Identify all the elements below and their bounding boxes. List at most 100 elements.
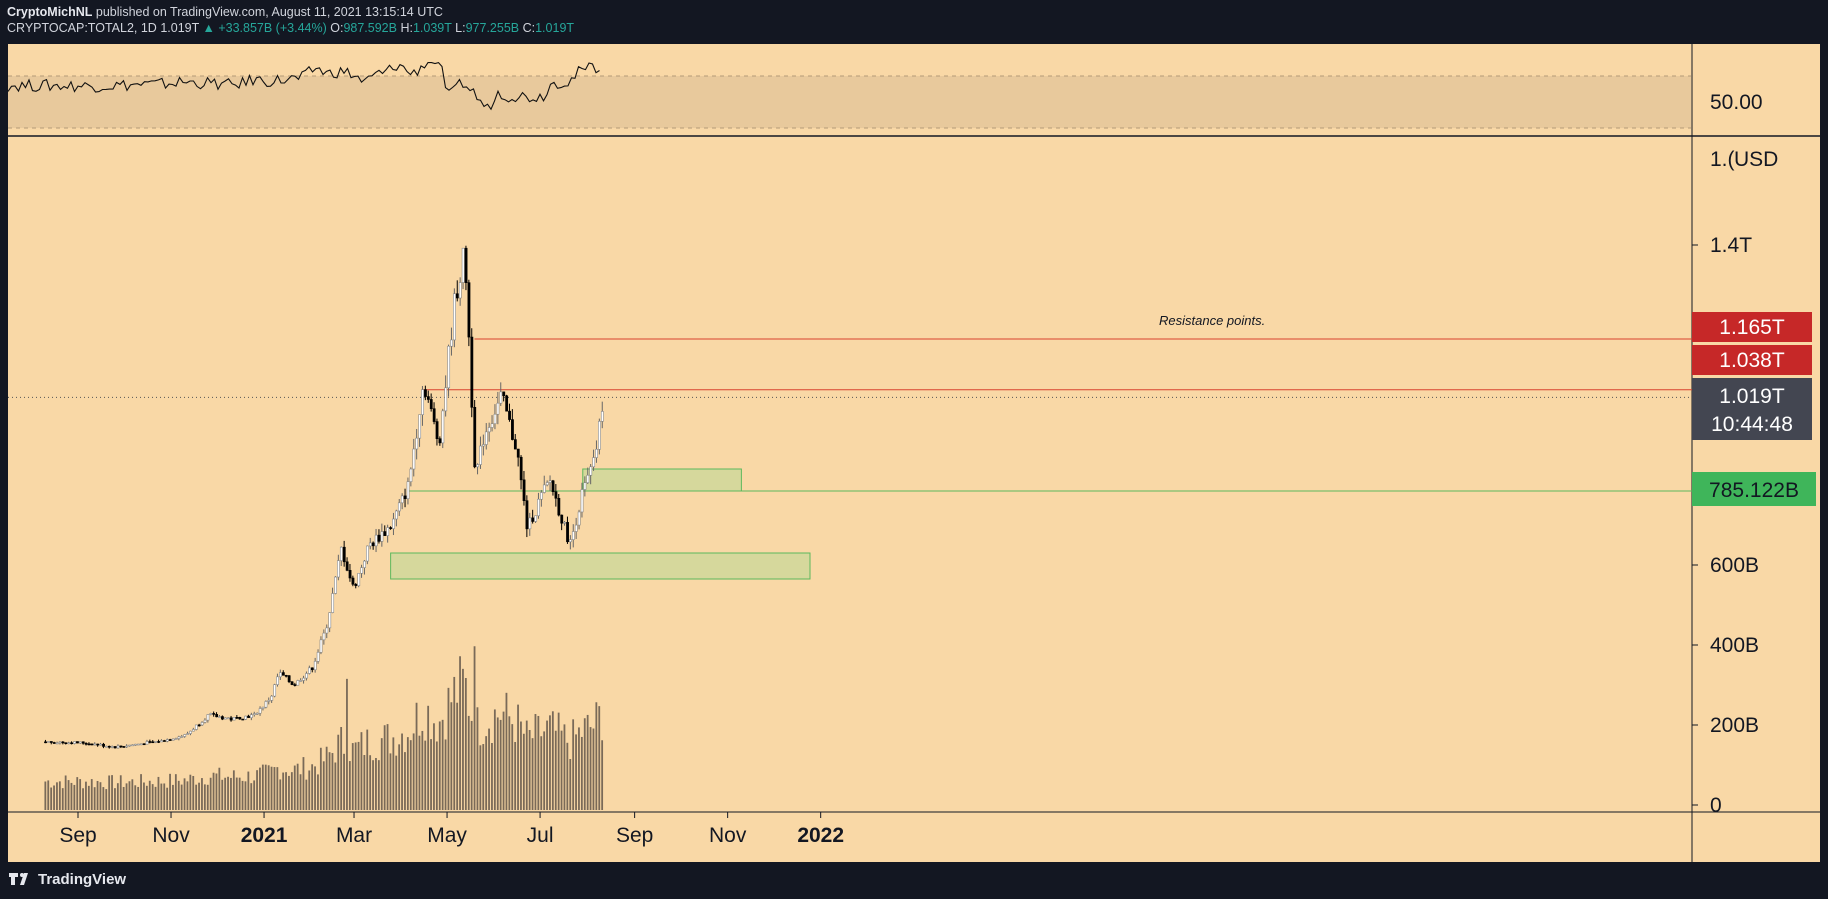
candle-body[interactable] <box>148 741 152 743</box>
candle-body[interactable] <box>221 716 224 720</box>
candle-body[interactable] <box>308 667 311 674</box>
candle-body[interactable] <box>174 738 178 740</box>
candle-body[interactable] <box>296 680 300 686</box>
candle-body[interactable] <box>49 741 53 743</box>
candle-body[interactable] <box>508 410 511 420</box>
candle-body[interactable] <box>371 542 375 547</box>
candle-body[interactable] <box>61 741 65 744</box>
candle-body[interactable] <box>226 717 230 720</box>
candle-body[interactable] <box>580 489 584 513</box>
candle-body[interactable] <box>270 695 274 701</box>
candle-body[interactable] <box>64 742 68 745</box>
candle-body[interactable] <box>302 677 306 681</box>
candle-body[interactable] <box>476 464 480 468</box>
candle-body[interactable] <box>380 531 384 542</box>
candle-body[interactable] <box>157 741 161 743</box>
candle-body[interactable] <box>511 419 514 440</box>
candle-body[interactable] <box>505 395 509 412</box>
candle-body[interactable] <box>392 518 395 529</box>
candle-body[interactable] <box>81 741 85 744</box>
candle-body[interactable] <box>342 546 346 563</box>
candle-body[interactable] <box>177 736 181 739</box>
candle-body[interactable] <box>258 708 262 714</box>
candle-body[interactable] <box>563 522 567 524</box>
candle-body[interactable] <box>58 741 62 744</box>
candle-body[interactable] <box>351 577 355 585</box>
candle-body[interactable] <box>583 482 587 490</box>
candle-body[interactable] <box>479 445 482 465</box>
candle-body[interactable] <box>142 743 146 746</box>
candle-body[interactable] <box>557 497 561 516</box>
candle-body[interactable] <box>87 743 91 746</box>
candle-body[interactable] <box>134 743 137 746</box>
candle-body[interactable] <box>409 468 413 482</box>
candle-body[interactable] <box>493 413 497 425</box>
candle-body[interactable] <box>386 527 390 536</box>
candle-body[interactable] <box>516 448 520 458</box>
candle-body[interactable] <box>131 744 134 747</box>
candle-body[interactable] <box>403 495 407 500</box>
candle-body[interactable] <box>299 680 303 682</box>
candle-body[interactable] <box>595 448 598 458</box>
candle-body[interactable] <box>281 672 285 676</box>
candle-body[interactable] <box>592 457 596 468</box>
candle-body[interactable] <box>432 408 436 422</box>
candle-body[interactable] <box>209 713 213 715</box>
candle-body[interactable] <box>128 744 132 747</box>
resistance-label-lower[interactable] <box>1692 345 1812 375</box>
candle-body[interactable] <box>499 391 503 404</box>
candle-body[interactable] <box>528 517 532 530</box>
candle-body[interactable] <box>99 743 103 746</box>
candle-body[interactable] <box>70 742 74 745</box>
candle-body[interactable] <box>513 439 517 450</box>
candle-body[interactable] <box>52 742 56 744</box>
candle-body[interactable] <box>116 745 120 749</box>
candle-body[interactable] <box>418 414 422 439</box>
candle-body[interactable] <box>96 743 100 746</box>
candle-body[interactable] <box>551 480 555 492</box>
candle-body[interactable] <box>435 421 439 439</box>
price-axis[interactable]: 0 200B 400B 600B 1.4T 1.(USD <box>1692 148 1778 817</box>
candle-body[interactable] <box>247 715 250 718</box>
candle-body[interactable] <box>67 742 71 745</box>
candle-body[interactable] <box>368 542 372 547</box>
candle-body[interactable] <box>244 715 248 720</box>
candle-body[interactable] <box>522 479 526 501</box>
candle-body[interactable] <box>421 389 424 415</box>
candle-body[interactable] <box>119 745 123 748</box>
candle-body[interactable] <box>125 745 129 748</box>
candle-body[interactable] <box>215 714 219 718</box>
candle-body[interactable] <box>279 672 282 678</box>
candle-body[interactable] <box>470 336 474 408</box>
candle-body[interactable] <box>78 741 82 744</box>
candle-body[interactable] <box>163 740 166 742</box>
candle-body[interactable] <box>267 700 271 702</box>
candle-body[interactable] <box>180 736 184 738</box>
candle-body[interactable] <box>519 456 523 481</box>
annotation-text[interactable]: Resistance points. <box>1159 313 1265 328</box>
chart-background[interactable] <box>8 44 1820 862</box>
candle-body[interactable] <box>357 572 361 586</box>
candle-body[interactable] <box>290 681 294 685</box>
candle-body[interactable] <box>203 719 207 723</box>
candle-body[interactable] <box>598 421 601 450</box>
candle-body[interactable] <box>586 474 590 484</box>
candle-body[interactable] <box>113 746 117 749</box>
candle-body[interactable] <box>363 560 366 568</box>
resistance-label-upper[interactable] <box>1692 312 1812 342</box>
candle-body[interactable] <box>438 438 442 444</box>
candle-body[interactable] <box>183 734 187 737</box>
candle-body[interactable] <box>360 567 364 574</box>
candle-body[interactable] <box>502 391 506 397</box>
candle-body[interactable] <box>484 431 488 445</box>
tradingview-brand[interactable]: TradingView <box>8 868 126 890</box>
candle-body[interactable] <box>316 652 320 662</box>
author-name[interactable]: CryptoMichNL <box>7 5 93 19</box>
candle-body[interactable] <box>168 739 172 741</box>
candle-body[interactable] <box>206 714 210 721</box>
candle-body[interactable] <box>447 345 451 389</box>
candle-body[interactable] <box>473 406 477 468</box>
candle-body[interactable] <box>377 534 381 542</box>
candle-body[interactable] <box>464 247 468 283</box>
